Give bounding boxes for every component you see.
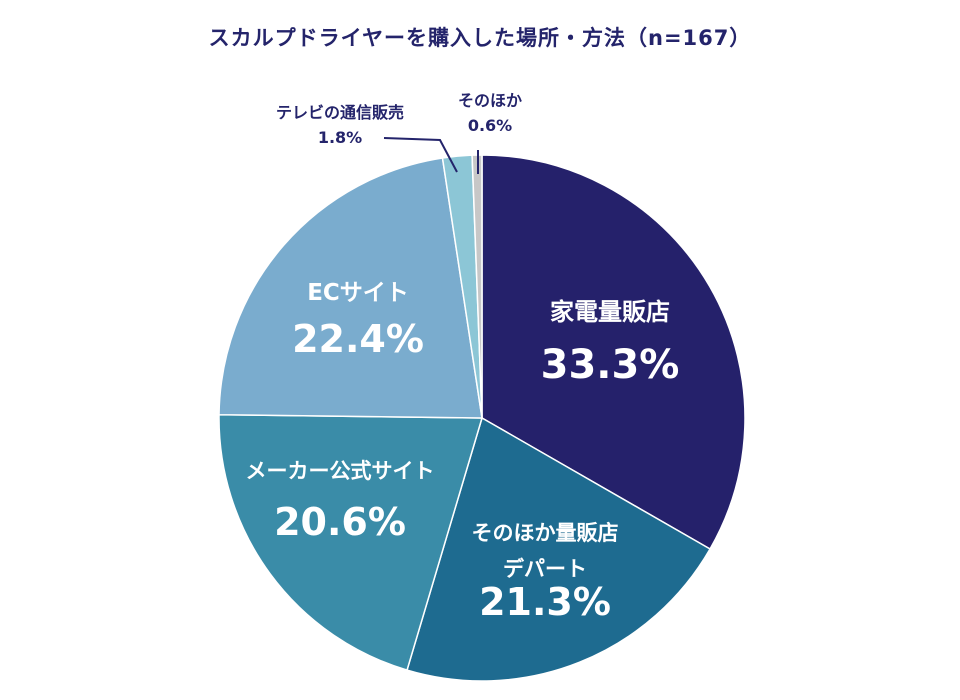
- slice-value-0: 33.3%: [541, 342, 680, 388]
- slice-label-5: そのほか: [458, 91, 522, 110]
- slice-label-2: メーカー公式サイト: [246, 459, 435, 483]
- slice-value-5: 0.6%: [468, 116, 512, 135]
- slice-label-1: デパート: [503, 557, 587, 581]
- slice-value-4: 1.8%: [318, 128, 362, 147]
- slice-label-4: テレビの通信販売: [276, 103, 404, 122]
- slice-label-3: ECサイト: [307, 280, 409, 306]
- slice-label-1: そのほか量販店: [472, 521, 619, 545]
- leader-line-4: [383, 137, 458, 173]
- pie-slice-0: [481, 154, 746, 551]
- slice-value-1: 21.3%: [479, 580, 611, 624]
- chart-title: スカルプドライヤーを購入した場所・方法（n=167）: [208, 26, 752, 50]
- slice-value-2: 20.6%: [274, 500, 406, 544]
- pie-slice-2: [218, 413, 484, 672]
- pie-slice-1: [406, 416, 712, 682]
- pie-slice-3: [218, 157, 483, 419]
- slice-value-3: 22.4%: [292, 317, 424, 361]
- slice-label-0: 家電量販店: [550, 298, 670, 326]
